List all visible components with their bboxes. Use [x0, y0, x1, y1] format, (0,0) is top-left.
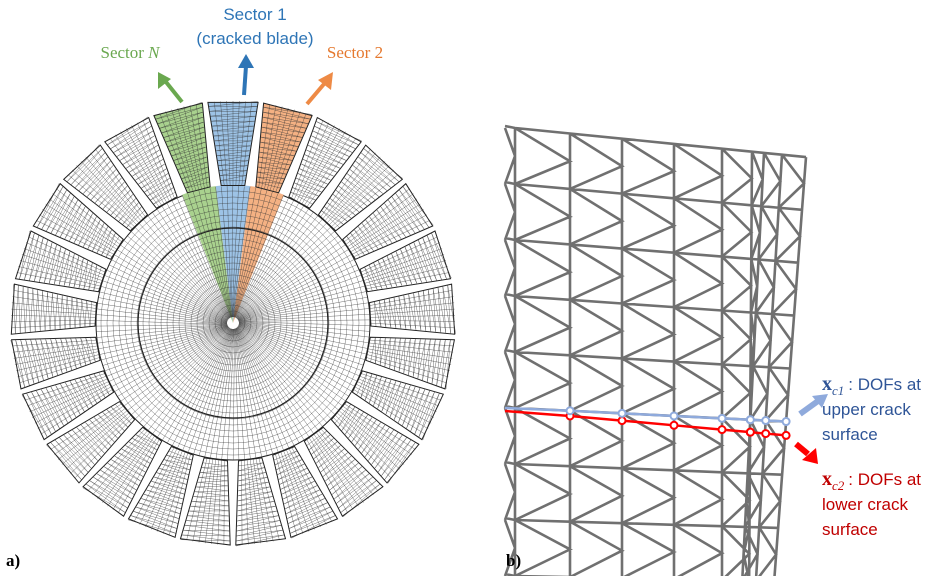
sector-arrows	[158, 54, 333, 104]
arrow-lower	[796, 444, 808, 454]
panel-b-label: b)	[506, 551, 521, 570]
lower-crack-node	[719, 426, 726, 433]
lower-line: lower crack	[822, 495, 908, 514]
arrowhead-sector-1	[238, 54, 254, 68]
upper-line: surface	[822, 425, 878, 444]
sector-1-label: Sector 1	[223, 5, 286, 24]
upper-crack-node	[747, 416, 754, 423]
sector-2-label: Sector 2	[327, 43, 383, 62]
upper-crack-node	[762, 417, 769, 424]
figure: Sector 1 (cracked blade) Sector N Sector…	[0, 0, 940, 576]
sector-n-label: Sector N	[100, 43, 161, 62]
upper-line: upper crack	[822, 400, 911, 419]
lower-symbol: x	[822, 468, 832, 490]
lower-title: xc2: DOFs at	[822, 468, 921, 493]
upper-title: xc1 : DOFs at	[822, 373, 921, 398]
lower-crack-node	[619, 417, 626, 424]
upper-symbol: x	[822, 373, 832, 395]
lower-line: surface	[822, 520, 878, 539]
panel-a-label: a)	[6, 551, 20, 570]
lower-subscript: c2	[832, 478, 845, 493]
upper-subscript: c1	[832, 383, 844, 398]
lower-crack-node	[783, 432, 790, 439]
arrow-sector-n	[166, 82, 182, 102]
blade	[370, 284, 455, 334]
sector-1-note: (cracked blade)	[196, 29, 313, 48]
arrow-upper	[800, 401, 818, 414]
upper-crack-node	[783, 418, 790, 425]
lower-crack-node	[747, 429, 754, 436]
upper-crack-node	[719, 415, 726, 422]
sector-n-text: Sector	[100, 43, 144, 62]
upper-crack-node	[619, 410, 626, 417]
lower-crack-node	[671, 422, 678, 429]
lower-annotation: xc2: DOFs at lower crack surface	[822, 468, 921, 539]
upper-text: : DOFs at	[848, 375, 921, 394]
lower-text: : DOFs at	[848, 470, 921, 489]
upper-crack-node	[567, 407, 574, 414]
sector-n-symbol: N	[147, 43, 161, 62]
arrow-sector-2	[307, 84, 324, 104]
mesh-lines	[505, 126, 806, 576]
bladed-disk	[11, 101, 456, 546]
crack-mesh	[505, 126, 806, 576]
arrow-sector-1	[244, 66, 246, 95]
lower-crack-node	[762, 430, 769, 437]
upper-crack-node	[671, 412, 678, 419]
upper-annotation: xc1 : DOFs at upper crack surface	[822, 373, 921, 444]
